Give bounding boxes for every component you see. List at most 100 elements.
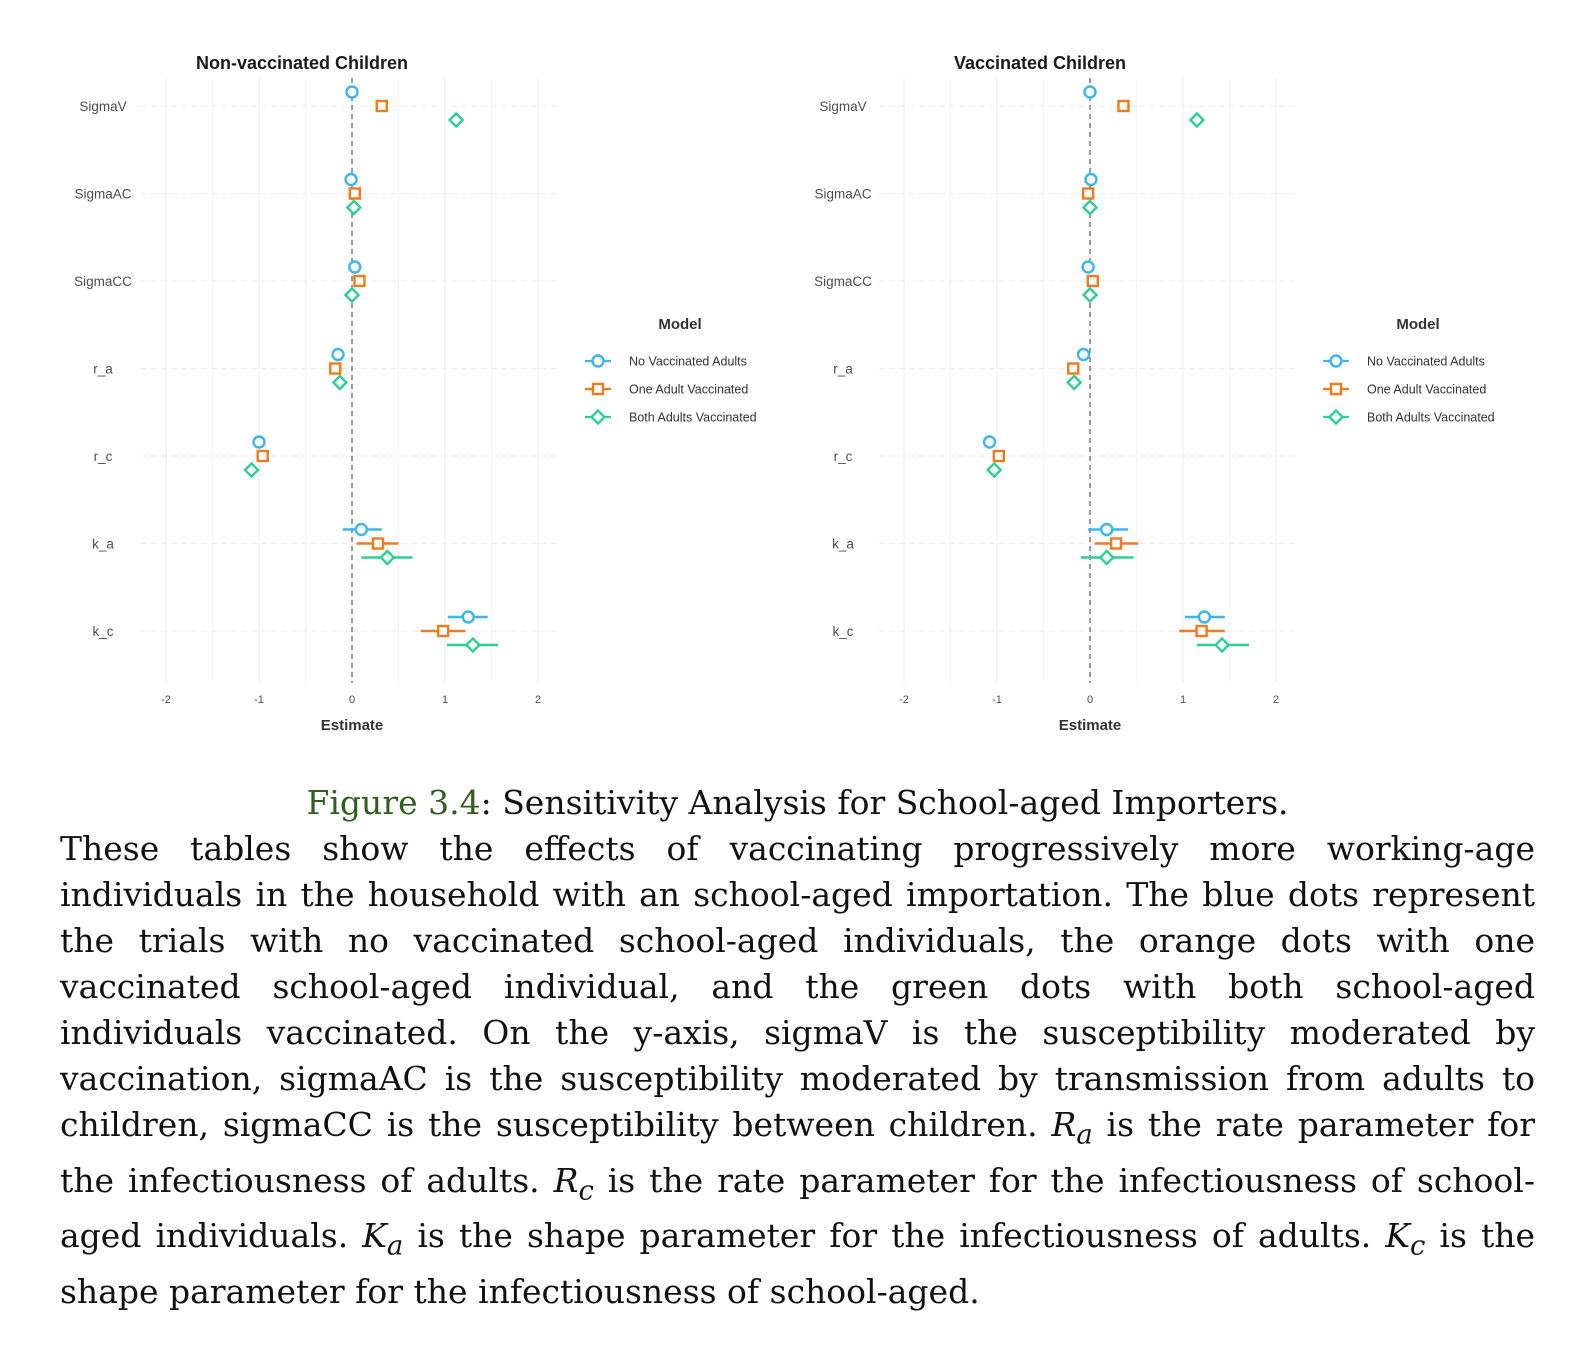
- data-point-diamond: [1081, 286, 1099, 304]
- ka-letter: K: [362, 1216, 387, 1256]
- legend-label: One Adult Vaccinated: [1367, 383, 1486, 397]
- legend-marker-square: [1329, 382, 1343, 396]
- data-point-circle: [344, 172, 358, 187]
- legend-marker-square: [591, 382, 605, 396]
- data-point-circle: [1100, 522, 1114, 537]
- y-tick-label: SigmaCC: [814, 274, 872, 289]
- caption-body: These tables show the effects of vaccina…: [60, 826, 1535, 1315]
- legend-label: Both Adults Vaccinated: [629, 411, 757, 425]
- data-point-diamond: [343, 286, 361, 304]
- caption-text: is the rate parameter for the infectious…: [60, 1105, 1536, 1200]
- caption-heading: Figure 3.4: Sensitivity Analysis for Sch…: [60, 780, 1535, 826]
- data-point-circle: [354, 522, 368, 537]
- data-point-square: [992, 449, 1006, 463]
- y-tick-label: SigmaAC: [814, 187, 871, 202]
- data-point-square: [375, 99, 388, 113]
- kc-subscript: c: [1409, 1229, 1426, 1262]
- data-point-diamond: [379, 549, 396, 566]
- data-point-circle: [1084, 172, 1098, 187]
- forest-plots: Non-vaccinated Children SigmaV SigmaAC Sigm…: [74, 53, 1495, 734]
- x-axis-label: Estimate: [1059, 717, 1122, 734]
- x-tick-label: -2: [161, 694, 171, 706]
- ra-symbol: Ra: [1051, 1105, 1092, 1151]
- legend-label: No Vaccinated Adults: [629, 355, 747, 369]
- figure-label: Figure 3.4: [306, 783, 481, 822]
- data-point-circle: [982, 435, 997, 449]
- y-tick-label: k_c: [92, 624, 113, 639]
- ra-letter: R: [1051, 1105, 1077, 1144]
- legend-title: Model: [1396, 316, 1439, 333]
- y-tick-label: k_c: [832, 624, 853, 639]
- x-tick-label: 2: [1273, 694, 1279, 706]
- x-tick-label: 1: [442, 694, 448, 706]
- data-point-square: [348, 187, 361, 200]
- figure-title: : Sensitivity Analysis for School-aged I…: [480, 783, 1289, 822]
- caption-text: is the rate parameter for the infectious…: [60, 1160, 1535, 1256]
- data-point-diamond: [1065, 374, 1083, 391]
- x-tick-label: 2: [535, 694, 541, 706]
- legend-marker-diamond: [1327, 408, 1345, 426]
- data-point-diamond: [1081, 199, 1099, 216]
- x-tick-label: -1: [992, 694, 1002, 706]
- caption-text: is the shape parameter for the infectiou…: [60, 1216, 1535, 1311]
- legend-marker-circle: [591, 354, 605, 368]
- data-point-square: [1067, 362, 1080, 375]
- x-tick-label: 1: [1180, 694, 1186, 706]
- x-tick-label: 0: [1087, 694, 1093, 706]
- ka-subscript: a: [386, 1229, 404, 1262]
- rc-subscript: c: [578, 1174, 594, 1207]
- data-point-diamond: [986, 461, 1003, 479]
- figure-charts: Non-vaccinated Children SigmaV SigmaAC Sigm…: [74, 53, 1495, 734]
- data-point-circle: [348, 260, 362, 274]
- data-point-diamond: [1188, 111, 1206, 129]
- chart-title: Non-vaccinated Children: [196, 53, 408, 73]
- legend-marker-diamond: [589, 408, 607, 426]
- y-tick-label: SigmaV: [79, 99, 126, 114]
- data-point-diamond: [1098, 549, 1115, 566]
- data-point-square: [353, 274, 366, 288]
- y-tick-label: r_a: [93, 362, 113, 377]
- data-point-diamond: [464, 636, 482, 654]
- legend-label: Both Adults Vaccinated: [1367, 411, 1495, 425]
- ka-symbol: Ka: [362, 1216, 403, 1262]
- rc-letter: R: [553, 1160, 579, 1200]
- caption-text: is the shape parameter for the infectiou…: [403, 1216, 1386, 1256]
- caption-text: These tables show the effects of vaccina…: [60, 829, 1535, 1144]
- data-point-square: [1195, 624, 1208, 638]
- data-point-square: [436, 624, 450, 638]
- x-tick-label: 0: [349, 694, 355, 706]
- legend-title: Model: [658, 316, 701, 333]
- rc-symbol: Rc: [553, 1160, 594, 1207]
- data-point-diamond: [447, 111, 465, 129]
- x-tick-label: -2: [899, 694, 909, 706]
- y-tick-label: r_c: [94, 449, 113, 464]
- data-point-circle: [1197, 610, 1212, 624]
- data-point-square: [329, 362, 342, 375]
- legend-marker-circle: [1329, 354, 1343, 368]
- data-point-diamond: [1213, 636, 1231, 654]
- legend-label: No Vaccinated Adults: [1367, 355, 1485, 369]
- y-tick-label: k_a: [92, 537, 114, 552]
- y-tick-label: SigmaV: [819, 99, 866, 114]
- data-point-circle: [331, 347, 345, 362]
- y-tick-label: r_a: [833, 362, 853, 377]
- data-point-square: [1081, 187, 1095, 200]
- data-point-square: [256, 449, 269, 463]
- ra-subscript: a: [1076, 1118, 1093, 1151]
- data-point-circle: [345, 85, 359, 99]
- y-tick-label: SigmaCC: [74, 274, 132, 289]
- data-point-circle: [1083, 85, 1097, 99]
- y-tick-label: SigmaAC: [74, 187, 131, 202]
- data-point-square: [1109, 537, 1123, 550]
- x-axis-label: Estimate: [321, 717, 384, 734]
- data-point-square: [371, 537, 385, 550]
- data-point-diamond: [243, 461, 260, 479]
- figure-caption: Figure 3.4: Sensitivity Analysis for Sch…: [60, 780, 1535, 1315]
- legend-label: One Adult Vaccinated: [629, 383, 748, 397]
- data-point-diamond: [331, 374, 349, 391]
- kc-symbol: Kc: [1385, 1216, 1425, 1262]
- data-point-circle: [461, 610, 475, 624]
- data-point-square: [1117, 99, 1130, 113]
- data-point-circle: [1081, 260, 1095, 274]
- data-point-square: [1086, 274, 1099, 288]
